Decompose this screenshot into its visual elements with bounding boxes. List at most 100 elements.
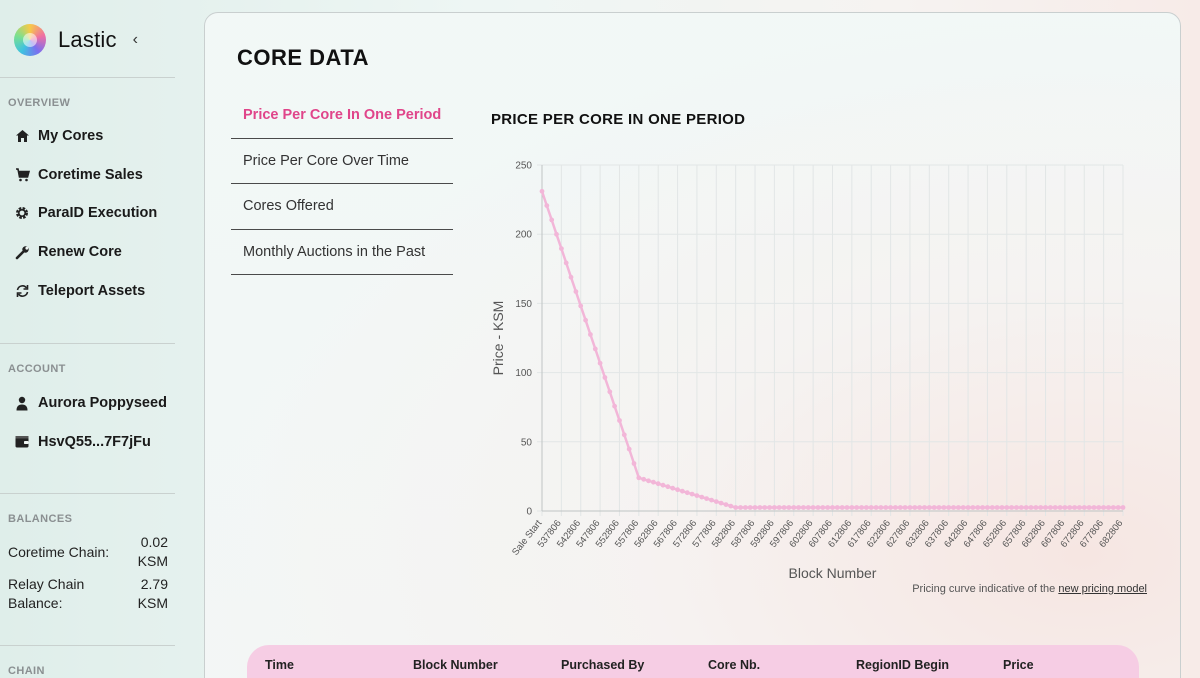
tab-price-per-core-one-period[interactable]: Price Per Core In One Period xyxy=(231,93,453,139)
price-data-point xyxy=(873,505,879,510)
price-data-point xyxy=(917,505,922,510)
price-data-point xyxy=(559,246,564,251)
brand-name: Lastic xyxy=(58,27,117,52)
price-data-point xyxy=(786,505,792,510)
user-icon xyxy=(14,395,30,411)
price-data-point xyxy=(888,505,893,510)
price-data-point xyxy=(568,274,574,280)
sidebar-item-teleport-assets[interactable]: Teleport Assets xyxy=(0,271,176,310)
balance-label-line2: Balance: xyxy=(8,595,63,612)
price-data-point xyxy=(1043,505,1048,510)
sidebar-item-renew-core[interactable]: Renew Core xyxy=(0,233,176,272)
chart-tabs: Price Per Core In One Period Price Per C… xyxy=(231,93,453,276)
column-header-time[interactable]: Time xyxy=(265,658,294,672)
account-wallet[interactable]: HsvQ55...7F7jFu xyxy=(0,423,176,462)
price-data-point xyxy=(912,505,918,510)
column-header-purchased-by[interactable]: Purchased By xyxy=(561,658,645,672)
price-data-point xyxy=(641,476,647,482)
price-data-point xyxy=(631,461,637,466)
price-data-point xyxy=(1086,505,1092,510)
overview-section-title: OVERVIEW xyxy=(8,97,71,109)
refresh-icon xyxy=(14,283,30,299)
lollipop-logo-icon xyxy=(14,24,46,56)
tab-monthly-auctions[interactable]: Monthly Auctions in the Past xyxy=(231,230,453,276)
price-data-point xyxy=(1014,505,1019,510)
price-data-point xyxy=(723,502,729,507)
price-data-point xyxy=(544,203,550,208)
price-data-point xyxy=(781,505,787,510)
sidebar-item-coretime-sales[interactable]: Coretime Sales xyxy=(0,156,176,195)
column-header-core-nb[interactable]: Core Nb. xyxy=(708,658,761,672)
price-data-point xyxy=(713,499,719,504)
sidebar-item-label: ParaID Execution xyxy=(38,205,158,222)
price-data-point xyxy=(815,505,821,510)
divider xyxy=(0,77,175,78)
sidebar-item-label: Renew Core xyxy=(38,244,122,261)
chevron-left-icon[interactable]: ‹ xyxy=(132,31,138,48)
price-data-point xyxy=(980,505,985,510)
price-data-point xyxy=(965,505,971,510)
price-data-point xyxy=(1106,505,1111,510)
price-data-point xyxy=(583,317,588,323)
sidebar-item-label: Teleport Assets xyxy=(38,282,146,299)
y-tick-label: 200 xyxy=(515,230,532,241)
price-data-point xyxy=(868,505,874,510)
price-data-point xyxy=(844,505,850,510)
price-data-point xyxy=(839,505,845,510)
wrench-icon xyxy=(14,244,30,260)
cart-icon xyxy=(14,167,30,183)
price-data-point xyxy=(893,505,898,510)
core-data-panel: CORE DATA Price Per Core In One Period P… xyxy=(204,12,1181,678)
price-data-point xyxy=(626,446,632,452)
price-data-point xyxy=(883,505,889,510)
price-data-point xyxy=(926,505,932,510)
balances-section-title: BALANCES xyxy=(8,513,73,526)
home-icon xyxy=(14,128,30,144)
price-data-point xyxy=(907,505,913,510)
account-user[interactable]: Aurora Poppyseed xyxy=(0,384,176,423)
price-data-point xyxy=(738,505,743,510)
balance-unit: KSM xyxy=(137,595,168,612)
price-data-point xyxy=(931,505,937,510)
price-data-point xyxy=(825,505,831,510)
price-data-point xyxy=(897,505,903,510)
price-data-point xyxy=(1101,505,1106,510)
balance-unit: KSM xyxy=(137,553,168,570)
tab-cores-offered[interactable]: Cores Offered xyxy=(231,184,453,230)
price-data-point xyxy=(636,475,642,481)
price-data-point xyxy=(772,505,777,510)
column-header-block-number[interactable]: Block Number xyxy=(413,658,498,672)
account-section-title: ACCOUNT xyxy=(8,362,66,375)
price-data-point xyxy=(970,505,976,510)
price-data-point xyxy=(689,491,695,497)
price-data-point xyxy=(1115,505,1121,510)
price-data-point xyxy=(810,505,816,510)
price-data-point xyxy=(1067,505,1073,510)
column-header-price[interactable]: Price xyxy=(1003,658,1034,672)
price-data-point xyxy=(743,505,748,510)
sidebar-item-my-cores[interactable]: My Cores xyxy=(0,117,176,156)
price-data-point xyxy=(834,505,840,510)
price-data-point xyxy=(902,505,908,510)
account-name: Aurora Poppyseed xyxy=(38,395,167,412)
price-data-point xyxy=(1004,505,1010,510)
price-data-point xyxy=(602,375,608,380)
price-data-point xyxy=(1062,505,1068,510)
sidebar-item-paraid-execution[interactable]: ParaID Execution xyxy=(0,194,176,233)
y-tick-label: 250 xyxy=(515,161,532,172)
price-data-point xyxy=(864,505,869,510)
price-data-point xyxy=(539,188,545,194)
tab-price-per-core-over-time[interactable]: Price Per Core Over Time xyxy=(231,139,453,185)
y-tick-label: 0 xyxy=(526,507,532,518)
sales-table-header: Time Block Number Purchased By Core Nb. … xyxy=(247,645,1139,678)
balance-label: Coretime Chain: xyxy=(8,544,110,561)
pricing-model-link[interactable]: new pricing model xyxy=(1058,583,1147,595)
price-data-point xyxy=(1057,505,1063,510)
price-data-point xyxy=(612,403,617,409)
price-data-point xyxy=(704,496,709,501)
price-data-point xyxy=(709,497,714,503)
column-header-regionid-begin[interactable]: RegionID Begin xyxy=(856,658,950,672)
price-data-point xyxy=(767,505,772,510)
price-data-point xyxy=(776,505,782,510)
price-data-point xyxy=(1052,505,1058,510)
